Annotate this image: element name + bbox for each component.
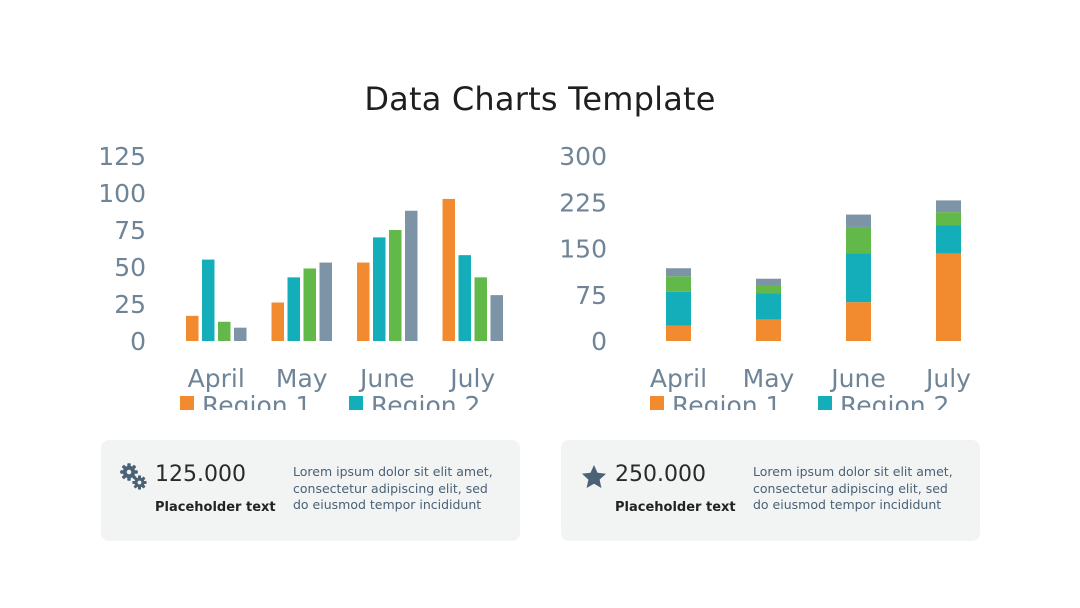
bar-segment [756, 278, 781, 286]
y-tick-label: 75 [575, 281, 607, 310]
bar [357, 262, 370, 341]
bar-segment [846, 226, 871, 254]
y-tick-label: 75 [114, 216, 146, 245]
legend-swatch [650, 396, 664, 410]
y-tick-label: 25 [114, 290, 146, 319]
bar-segment [846, 214, 871, 227]
y-tick-label: 0 [591, 327, 607, 356]
legend-swatch [349, 396, 363, 410]
x-tick-label: July [924, 364, 971, 393]
stat-description: Lorem ipsum dolor sit elit amet, consect… [293, 464, 493, 512]
bar-segment [936, 225, 961, 254]
x-tick-label: July [448, 364, 495, 393]
legend-label: Region 2 [840, 391, 949, 410]
bar [202, 259, 215, 341]
bar [373, 237, 386, 341]
legend-label: Region 1 [672, 391, 781, 410]
bar-segment [936, 200, 961, 213]
y-tick-label: 0 [130, 327, 146, 356]
bar-segment [756, 285, 781, 294]
bar [474, 277, 487, 341]
stat-description: Lorem ipsum dolor sit elit amet, consect… [753, 464, 953, 512]
y-tick-label: 50 [114, 253, 146, 282]
bar [234, 327, 247, 341]
bar [319, 262, 332, 341]
x-tick-label: April [188, 364, 245, 393]
stat-card-1: 125.000 Placeholder text Lorem ipsum dol… [101, 440, 520, 541]
bar-segment [666, 268, 691, 277]
bar [218, 321, 231, 341]
y-tick-label: 150 [559, 235, 607, 264]
stat-value: 125.000 [155, 462, 246, 487]
bar-segment [756, 293, 781, 320]
legend-swatch [180, 396, 194, 410]
y-tick-label: 100 [98, 179, 146, 208]
legend-swatch [818, 396, 832, 410]
bar [458, 255, 471, 341]
stacked-bar-chart: 0 75 150 225 300 April May June July Region 1 Regi… [559, 142, 971, 410]
bar-segment [666, 291, 691, 326]
x-tick-label: April [650, 364, 707, 393]
bar-segment [846, 253, 871, 303]
bar-segment [666, 325, 691, 341]
bar-segment [846, 302, 871, 341]
stat-label: Placeholder text [615, 500, 736, 515]
legend-label: Region 1 [202, 391, 311, 410]
bar-segment [666, 276, 691, 292]
x-tick-label: June [358, 364, 414, 393]
bar-segment [936, 253, 961, 341]
bar-segment [936, 212, 961, 226]
bar [442, 198, 455, 341]
bar [303, 268, 316, 341]
legend-label: Region 2 [371, 391, 480, 410]
bar [287, 277, 300, 341]
bar [186, 315, 199, 341]
gears-icon [120, 463, 147, 490]
x-tick-label: May [743, 364, 795, 393]
stat-label: Placeholder text [155, 500, 276, 515]
stat-value: 250.000 [615, 462, 706, 487]
x-tick-label: May [276, 364, 328, 393]
y-tick-label: 225 [559, 188, 607, 217]
bar [271, 302, 284, 341]
grouped-bar-chart: 0 25 50 75 100 125 April May June July Region 1 Reg… [98, 142, 503, 410]
star-icon [582, 465, 606, 488]
bar [490, 295, 503, 341]
bar [405, 210, 418, 341]
y-tick-label: 125 [98, 142, 146, 171]
page-title: Data Charts Template [364, 80, 716, 118]
y-tick-label: 300 [559, 142, 607, 171]
bar [389, 230, 402, 341]
stat-card-2: 250.000 Placeholder text Lorem ipsum dol… [561, 440, 980, 541]
x-tick-label: June [829, 364, 885, 393]
bar-segment [756, 319, 781, 341]
